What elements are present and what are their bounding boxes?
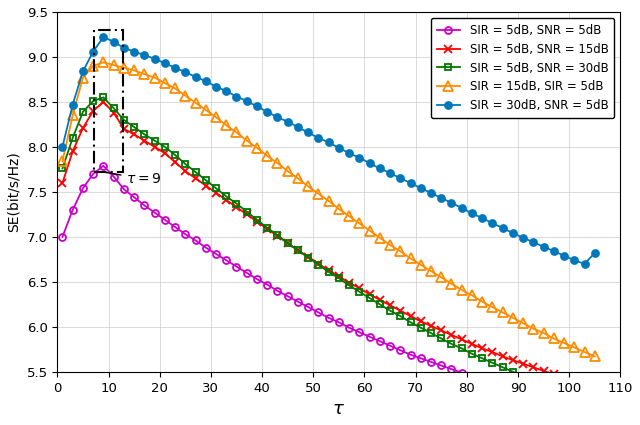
SIR = 5dB, SNR = 5dB: [100, 163, 108, 168]
SIR = 15dB, SIR = 5dB: [100, 60, 108, 65]
SIR = 30dB, SNR = 5dB: [406, 180, 414, 185]
Legend: SIR = 5dB, SNR = 5dB, SIR = 5dB, SNR = 15dB, SIR = 5dB, SNR = 30dB, SIR = 15dB, : SIR = 5dB, SNR = 5dB, SIR = 5dB, SNR = 1…: [431, 18, 614, 118]
SIR = 5dB, SNR = 5dB: [591, 405, 598, 410]
Y-axis label: SE(bit/s/Hz): SE(bit/s/Hz): [7, 151, 21, 232]
SIR = 5dB, SNR = 15dB: [212, 190, 220, 196]
Line: SIR = 15dB, SIR = 5dB: SIR = 15dB, SIR = 5dB: [58, 57, 600, 361]
SIR = 5dB, SNR = 5dB: [540, 394, 547, 399]
Bar: [94, 30, 123, 172]
SIR = 5dB, SNR = 5dB: [376, 339, 383, 344]
SIR = 5dB, SNR = 15dB: [591, 385, 598, 391]
SIR = 5dB, SNR = 5dB: [386, 343, 394, 348]
SIR = 5dB, SNR = 30dB: [212, 186, 220, 191]
SIR = 5dB, SNR = 15dB: [406, 314, 414, 319]
SIR = 5dB, SNR = 15dB: [386, 303, 394, 308]
SIR = 30dB, SNR = 5dB: [59, 144, 67, 150]
SIR = 5dB, SNR = 5dB: [406, 352, 414, 357]
SIR = 5dB, SNR = 30dB: [59, 166, 67, 171]
SIR = 15dB, SIR = 5dB: [59, 159, 67, 164]
SIR = 15dB, SIR = 5dB: [478, 299, 486, 304]
SIR = 15dB, SIR = 5dB: [591, 354, 598, 359]
Line: SIR = 5dB, SNR = 30dB: SIR = 5dB, SNR = 30dB: [59, 94, 598, 406]
SIR = 15dB, SIR = 5dB: [212, 115, 220, 120]
SIR = 5dB, SNR = 15dB: [376, 297, 383, 302]
SIR = 5dB, SNR = 5dB: [478, 377, 486, 382]
SIR = 5dB, SNR = 30dB: [540, 382, 547, 387]
Text: $\tau = 9$: $\tau = 9$: [106, 172, 162, 186]
Line: SIR = 30dB, SNR = 5dB: SIR = 30dB, SNR = 5dB: [59, 34, 598, 267]
SIR = 15dB, SIR = 5dB: [376, 235, 383, 240]
SIR = 5dB, SNR = 15dB: [59, 180, 67, 185]
SIR = 5dB, SNR = 30dB: [386, 308, 394, 313]
SIR = 5dB, SNR = 5dB: [212, 251, 220, 256]
SIR = 15dB, SIR = 5dB: [406, 256, 414, 261]
SIR = 30dB, SNR = 5dB: [100, 34, 108, 40]
X-axis label: $\tau$: $\tau$: [332, 400, 346, 418]
SIR = 30dB, SNR = 5dB: [580, 261, 588, 266]
SIR = 5dB, SNR = 30dB: [478, 356, 486, 361]
Line: SIR = 5dB, SNR = 15dB: SIR = 5dB, SNR = 15dB: [58, 98, 599, 392]
SIR = 5dB, SNR = 30dB: [591, 400, 598, 405]
SIR = 30dB, SNR = 5dB: [376, 166, 383, 171]
SIR = 15dB, SIR = 5dB: [386, 242, 394, 247]
SIR = 30dB, SNR = 5dB: [386, 170, 394, 176]
SIR = 5dB, SNR = 15dB: [540, 368, 547, 374]
SIR = 30dB, SNR = 5dB: [591, 250, 598, 255]
SIR = 30dB, SNR = 5dB: [417, 186, 424, 191]
SIR = 15dB, SIR = 5dB: [540, 331, 547, 336]
SIR = 5dB, SNR = 30dB: [406, 320, 414, 325]
Line: SIR = 5dB, SNR = 5dB: SIR = 5dB, SNR = 5dB: [59, 162, 598, 411]
SIR = 5dB, SNR = 15dB: [478, 346, 486, 351]
SIR = 30dB, SNR = 5dB: [478, 215, 486, 221]
SIR = 30dB, SNR = 5dB: [212, 84, 220, 89]
SIR = 5dB, SNR = 5dB: [59, 234, 67, 239]
SIR = 5dB, SNR = 30dB: [100, 95, 108, 100]
SIR = 5dB, SNR = 15dB: [100, 99, 108, 105]
SIR = 5dB, SNR = 30dB: [376, 302, 383, 307]
